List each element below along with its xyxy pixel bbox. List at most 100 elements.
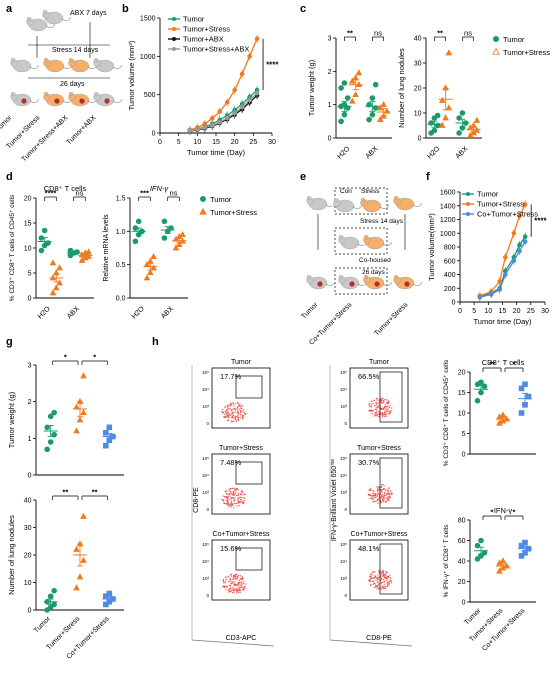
circle-marker (474, 556, 481, 562)
gate (235, 547, 263, 571)
event-dot (232, 414, 235, 416)
event-dot (375, 579, 377, 581)
event-dot (375, 500, 377, 502)
event-dot (377, 492, 380, 494)
series-point (522, 239, 528, 244)
event-dot (382, 572, 385, 574)
event-dot (235, 494, 238, 497)
event-dot (380, 588, 383, 590)
series-point (497, 287, 502, 292)
event-dot (388, 499, 390, 502)
event-dot (388, 487, 391, 489)
event-dot (232, 506, 235, 509)
panel-letter-f: f (426, 171, 430, 183)
event-dot (386, 408, 388, 411)
event-dot (389, 577, 392, 579)
event-dot (234, 407, 236, 410)
mouse-tail (45, 23, 56, 28)
event-dot (224, 411, 227, 413)
circle-marker (459, 110, 466, 116)
event-dot (371, 402, 374, 405)
x-tick-label: 20 (231, 139, 239, 146)
category-label: H2O (37, 305, 53, 321)
event-dot (383, 586, 385, 589)
event-dot (382, 578, 385, 581)
flow-x-label: CD3-APC (226, 635, 257, 642)
event-dot (386, 496, 389, 498)
event-dot (232, 420, 235, 422)
event-dot (371, 496, 373, 499)
event-dot (239, 591, 241, 594)
event-dot (382, 574, 385, 576)
y-axis-label: Number of lung nodules (7, 515, 16, 595)
event-dot (227, 576, 229, 578)
y-tick-label: 60 (458, 538, 466, 545)
square-marker (106, 590, 113, 597)
mouse-icon (93, 91, 123, 107)
series-point (247, 54, 252, 59)
event-dot (227, 591, 229, 593)
y-tick-label: 500 (144, 92, 156, 99)
series-point (224, 115, 230, 121)
event-dot (239, 586, 242, 589)
legend-entry: Tumor+Stress (183, 25, 230, 34)
mouse-icon (68, 91, 98, 107)
event-dot (243, 581, 245, 583)
triangle-marker (76, 573, 84, 580)
event-dot (237, 413, 240, 415)
flow-y-label: IFN-γ-Brilliant Violet 650™ (331, 459, 338, 541)
event-dot (382, 499, 384, 502)
y-tick-label: 15 (458, 390, 466, 397)
event-dot (240, 496, 242, 498)
event-dot (384, 403, 387, 406)
event-dot (235, 420, 238, 422)
significance-label: ns (374, 29, 382, 38)
legend-entry: Tumor+Stress+ABX (183, 45, 249, 54)
series-point (497, 279, 502, 284)
series-point (232, 87, 237, 93)
event-dot (237, 575, 240, 577)
event-dot (238, 504, 240, 507)
flow-tick-label: 10⁴ (340, 387, 347, 392)
event-dot (370, 572, 372, 574)
flow-tick-label: 10⁴ (202, 473, 209, 478)
event-dot (245, 583, 247, 585)
series-point (488, 292, 494, 297)
y-tick-label: 30 (24, 525, 32, 532)
flow-plot-title: Tumor (231, 359, 252, 366)
event-dot (225, 588, 228, 591)
event-dot (378, 583, 380, 585)
y-tick-label: 40 (414, 36, 422, 43)
mouse-ear (44, 91, 49, 96)
event-dot (238, 412, 240, 414)
triangle-marker (49, 259, 57, 266)
mouse-ear (339, 275, 344, 280)
event-dot (234, 589, 237, 591)
event-dot (225, 492, 228, 494)
event-dot (242, 582, 245, 585)
event-dot (386, 493, 389, 496)
category-label: H2O (131, 305, 147, 321)
y-axis-label: % CD3⁺ CD8⁺ T cells of CD45⁺ cells (443, 359, 450, 466)
circle-marker (341, 111, 348, 118)
event-dot (238, 496, 241, 499)
event-dot (380, 407, 382, 410)
y-tick-label: 1500 (140, 16, 156, 23)
triangle-marker (445, 49, 453, 56)
legend-entry: Tumor+Stress (503, 48, 550, 57)
event-dot (234, 411, 237, 413)
spacer (329, 639, 413, 647)
event-dot (388, 582, 390, 585)
event-dot (378, 411, 380, 413)
event-dot (242, 588, 244, 591)
event-dot (378, 404, 380, 407)
series-point (217, 109, 223, 114)
event-dot (238, 405, 240, 407)
event-dot (233, 491, 235, 493)
event-dot (380, 577, 382, 579)
x-axis-label: Tumor time (Day) (473, 317, 532, 326)
series-point (209, 123, 215, 128)
series-point (503, 255, 508, 260)
event-dot (376, 397, 379, 400)
dashed-box (334, 267, 388, 295)
